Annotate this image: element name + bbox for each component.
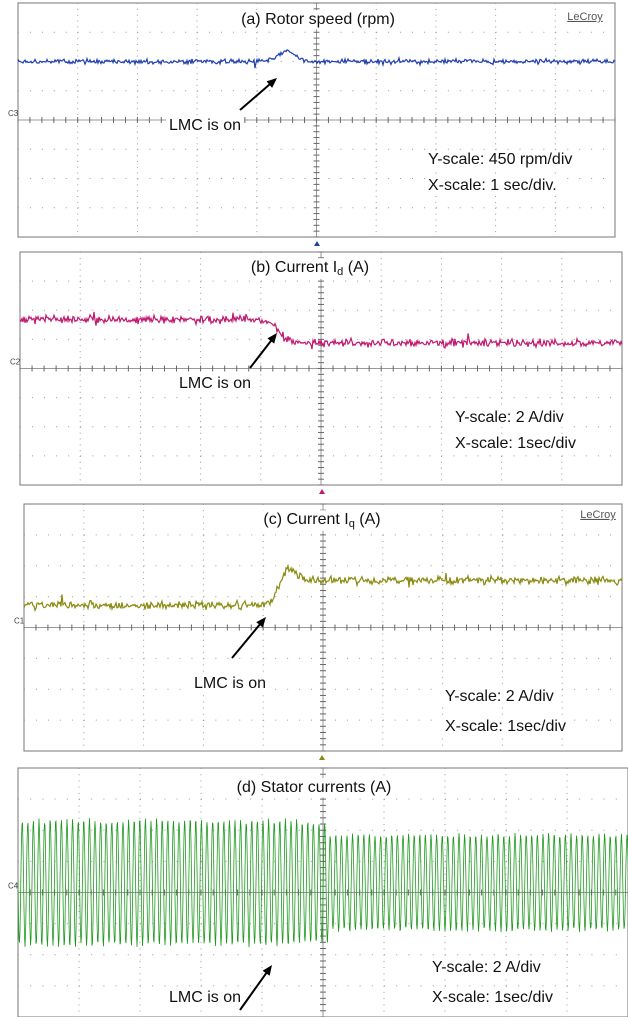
title-text: (a) Rotor speed (rpm): [241, 11, 395, 28]
panel-title: (b) Current Id (A): [251, 259, 369, 278]
x-scale: X-scale: 1 sec/div.: [428, 177, 557, 194]
trigger-marker: [314, 241, 320, 246]
annotation: LMC is on: [194, 675, 266, 692]
y-scale: Y-scale: 2 A/div: [432, 959, 541, 976]
scope-panel: C2: [10, 252, 622, 494]
brand: LeCroy: [567, 11, 603, 23]
annotation: LMC is on: [169, 989, 241, 1006]
title-text: (d) Stator currents (A): [237, 779, 392, 796]
panel-title: (a) Rotor speed (rpm): [241, 11, 395, 28]
title-text: (c) Current I: [263, 511, 348, 528]
channel-label: C4: [8, 882, 19, 891]
scope-panel: C3: [8, 3, 615, 246]
annotation: LMC is on: [169, 117, 241, 134]
panel-title: (c) Current Iq (A): [263, 511, 380, 530]
x-scale: X-scale: 1sec/div: [432, 989, 553, 1006]
y-scale: Y-scale: 450 rpm/div: [428, 151, 572, 168]
title-suffix: (A): [343, 259, 369, 276]
title-text: (b) Current I: [251, 259, 337, 276]
trigger-marker: [319, 489, 325, 494]
y-scale: Y-scale: 2 A/div: [445, 688, 554, 705]
channel-label: C3: [8, 109, 19, 118]
x-scale: X-scale: 1sec/div: [455, 435, 576, 452]
scope-panel: C4: [8, 768, 628, 1017]
title-suffix: (A): [355, 511, 381, 528]
x-scale: X-scale: 1sec/div: [445, 718, 566, 735]
figure: C3 (a) Rotor speed (rpm) LeCroy LMC is on Y-…: [0, 0, 628, 1017]
annotation: LMC is on: [179, 375, 251, 392]
brand: LeCroy: [580, 509, 616, 521]
trigger-marker: [319, 755, 325, 760]
channel-label: C2: [10, 358, 21, 367]
panel-title: (d) Stator currents (A): [237, 779, 392, 796]
y-scale: Y-scale: 2 A/div: [455, 409, 564, 426]
channel-label: C1: [14, 617, 25, 626]
